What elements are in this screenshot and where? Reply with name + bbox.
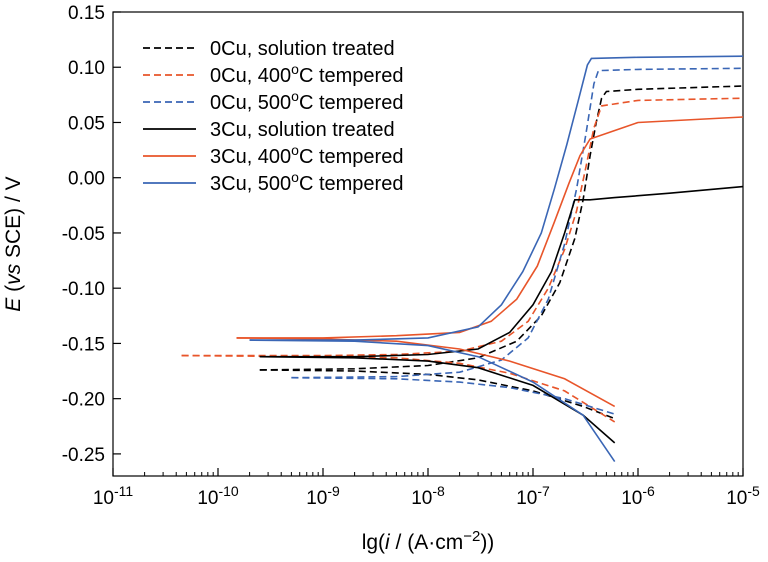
x-tick-label: 10-7: [516, 483, 550, 509]
legend-label: 3Cu, 400oC tempered: [210, 142, 403, 168]
y-tick-label: -0.15: [62, 334, 105, 355]
legend-label: 0Cu, solution treated: [210, 38, 395, 60]
y-tick-label: -0.05: [62, 224, 105, 245]
series-line-anodic-2: [181, 97, 744, 357]
y-tick-label: -0.10: [62, 279, 105, 300]
x-tick-label: 10-11: [93, 483, 134, 509]
y-axis-title: E (vs SCE) / V: [2, 176, 25, 311]
series-line-anodic-3: [291, 67, 744, 379]
y-tick-label: 0.00: [68, 169, 105, 190]
x-tick-label: 10-10: [197, 483, 239, 509]
x-tick-label: 10-5: [726, 483, 760, 509]
x-tick-label: 10-9: [306, 483, 340, 509]
series-line-anodic-5: [236, 116, 744, 339]
y-tick-label: -0.25: [62, 445, 105, 466]
legend-label: 3Cu, 500oC tempered: [210, 169, 403, 195]
y-tick-label: 0.05: [68, 113, 105, 134]
series-line-cathodic-3: [291, 376, 615, 415]
x-axis-title: lg(i / (A·cm−2)): [362, 528, 495, 554]
legend-label: 0Cu, 500oC tempered: [210, 88, 403, 114]
series-layer: [181, 55, 744, 463]
ticks-layer: 10-11 10-10 10-9 10-8 10-7 10-6 10-5 0.15 0.10 0.…: [62, 3, 760, 509]
y-tick-label: 0.10: [68, 58, 105, 79]
series-line-anodic-4: [259, 185, 744, 358]
series-line-cathodic-6: [249, 339, 616, 463]
legend-label: 0Cu, 400oC tempered: [210, 61, 403, 87]
plot-frame: [112, 11, 744, 477]
y-tick-label: -0.20: [62, 390, 105, 411]
series-line-anodic-6: [249, 55, 744, 341]
series-line-anodic-1: [259, 85, 744, 371]
series-line-cathodic-2: [181, 354, 616, 423]
series-line-cathodic-5: [236, 337, 616, 408]
legend-label: 3Cu, solution treated: [210, 119, 395, 141]
y-tick-label: 0.15: [68, 3, 105, 24]
series-line-cathodic-1: [259, 369, 615, 420]
x-tick-label: 10-8: [411, 483, 445, 509]
series-line-cathodic-4: [259, 355, 616, 444]
x-tick-label: 10-6: [621, 483, 655, 509]
